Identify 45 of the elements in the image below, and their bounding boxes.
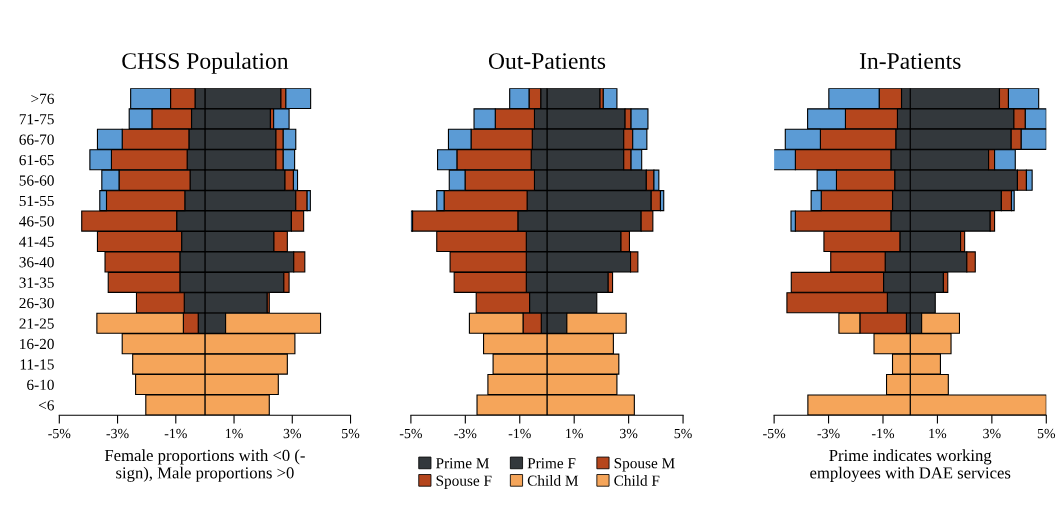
- y-tick-label: 66-70: [19, 134, 54, 145]
- y-tick-label: 61-65: [19, 154, 54, 166]
- y-tick-label: 26-30: [19, 297, 54, 309]
- legend-label: Spouse F: [436, 475, 492, 489]
- chart-title: In-Patients: [859, 53, 961, 70]
- x-tick-label: 5%: [342, 428, 360, 439]
- x-tick-label: 1%: [226, 428, 243, 439]
- x-axis-title: Prime indicates working employees with DAE services: [810, 449, 1011, 482]
- y-tick-label: 21-25: [19, 318, 54, 329]
- x-tick-label: -5%: [763, 428, 786, 439]
- x-tick-label: -1%: [164, 428, 187, 439]
- x-tick-label: -5%: [399, 428, 422, 439]
- x-tick-label: 5%: [1037, 428, 1056, 439]
- x-tick-label: -3%: [106, 428, 129, 439]
- legend-label: Prime F: [527, 458, 576, 469]
- y-tick-label: 71-75: [19, 114, 54, 125]
- y-tick-label: 16-20: [20, 338, 54, 350]
- legend-label: Child M: [527, 475, 579, 486]
- x-tick-label: -1%: [508, 428, 531, 439]
- x-tick-label: 1%: [566, 428, 583, 439]
- x-tick-label: 3%: [983, 428, 1001, 439]
- y-tick-label: 41-45: [19, 236, 54, 247]
- y-tick-label: 46-50: [19, 216, 54, 227]
- chart-title: CHSS Population: [122, 52, 289, 74]
- x-tick-label: 5%: [674, 428, 692, 439]
- legend-label: Child F: [614, 475, 660, 486]
- x-tick-label: 1%: [929, 428, 947, 439]
- y-tick-label: >76: [31, 93, 54, 104]
- x-tick-label: -5%: [48, 428, 71, 439]
- y-tick-label: 31-35: [19, 277, 54, 288]
- y-tick-label: 6-10: [27, 379, 54, 390]
- x-tick-label: 3%: [283, 428, 302, 439]
- y-tick-label: 11-15: [20, 359, 54, 370]
- y-tick-label: <6: [38, 400, 54, 411]
- y-tick-label: 51-55: [19, 195, 54, 207]
- x-tick-label: -3%: [817, 428, 840, 439]
- x-tick-label: -1%: [871, 428, 895, 439]
- legend-label: Spouse M: [614, 458, 675, 472]
- x-tick-label: 3%: [620, 428, 638, 439]
- chart-title: Out-Patients: [488, 53, 606, 70]
- y-tick-label: 36-40: [19, 257, 54, 268]
- x-axis-title: Female proportions with <0 (- sign), Male proportions >0: [104, 449, 305, 482]
- y-tick-label: 56-60: [19, 175, 54, 186]
- legend-label: Prime M: [435, 458, 490, 469]
- x-tick-label: -3%: [454, 428, 477, 439]
